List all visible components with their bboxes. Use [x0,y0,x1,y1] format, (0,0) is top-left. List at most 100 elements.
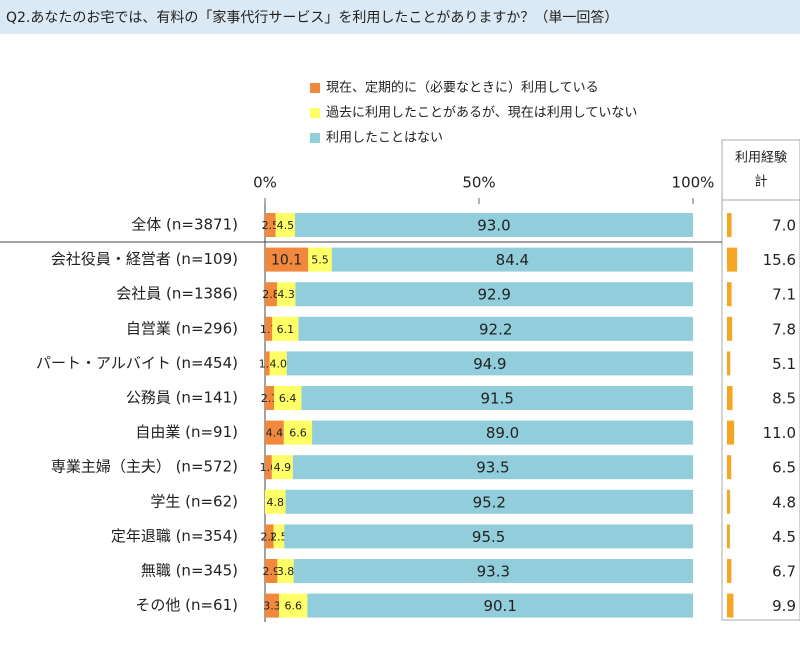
total-header: 利用経験 [735,151,787,166]
value-label: 94.9 [473,355,506,373]
title-bar [0,0,800,34]
x-tick-label: 0% [253,174,277,192]
bar-segment [283,420,313,445]
legend-label: 利用したことはない [326,131,443,146]
value-label: 3.3 [263,600,281,613]
bar-segment [272,316,299,341]
bar-segment [265,282,277,307]
total-bar [727,282,732,307]
bar-segment [265,420,284,445]
value-label: 84.4 [496,251,529,269]
value-label: 92.2 [479,320,512,338]
bar-segment [265,247,309,272]
value-label: 6.6 [289,427,307,440]
value-label: 90.1 [483,597,516,615]
value-label: 4.5 [277,219,295,232]
total-label: 11.0 [763,424,796,442]
value-label: 2.5 [262,219,280,232]
bar-segment [273,524,285,549]
bar-segment [284,524,693,549]
bar-segment [275,213,295,237]
category-label: 学生 (n=62) [150,492,238,510]
bar-segment [292,455,693,480]
total-bar [727,524,730,549]
total-header: 計 [754,174,767,190]
bar-segment [269,351,287,376]
legend-label: 過去に利用したことがあるが、現在は利用していない [326,106,637,121]
bar-segment [286,351,693,376]
value-label: 5.5 [311,254,329,267]
total-bar [727,316,733,341]
bar-segment [285,489,693,514]
total-label: 8.5 [772,390,796,408]
value-label: 93.0 [477,217,510,235]
total-label: 9.9 [772,597,796,615]
bar-segment [312,420,693,445]
bar-segment [293,559,693,583]
total-label: 5.1 [772,355,796,373]
total-bar [727,420,735,445]
category-label: 会社員 (n=1386) [116,285,238,303]
bar-segment [307,593,693,618]
chart-title: Q2.あなたのお宅では、有料の「家事代行サービス」を利用したことがありますか？（… [6,9,618,26]
bar-segment [265,559,278,583]
legend-swatch [310,83,320,93]
value-label: 2.8 [262,288,280,301]
value-label: 91.5 [480,390,513,408]
bar-segment [279,593,308,618]
total-label: 4.8 [772,493,796,511]
bar-segment [301,386,693,410]
value-label: 92.9 [477,286,510,304]
total-box [721,139,800,621]
total-bar [727,455,732,480]
value-label: 4.8 [267,496,285,509]
value-label: 95.5 [472,528,505,546]
value-label: 2.5 [270,530,288,543]
category-label: 自営業 (n=296) [126,319,238,337]
bar-segment [265,524,274,549]
value-label: 4.9 [274,461,292,474]
value-label: 93.5 [476,459,509,477]
category-label: 自由業 (n=91) [135,423,238,441]
legend-swatch [310,108,320,118]
total-bar [727,593,734,618]
total-label: 15.6 [763,251,796,269]
category-label: 公務員 (n=141) [126,389,238,407]
x-tick-label: 100% [672,174,715,192]
value-label: 4.3 [277,288,295,301]
value-label: 6.1 [277,323,295,336]
total-label: 6.7 [772,563,796,581]
legend-label: 現在、定期的に（必要なときに）利用している [326,80,599,96]
total-bar [727,559,732,583]
value-label: 4.4 [266,427,284,440]
total-label: 7.8 [772,320,796,338]
bar-segment [265,593,280,618]
bar-segment [265,316,273,341]
category-label: パート・アルバイト (n=454) [36,354,238,372]
value-label: 6.6 [284,600,302,613]
category-label: その他 (n=61) [135,596,238,614]
total-bar [727,351,731,376]
total-label: 6.5 [772,459,796,477]
value-label: 95.2 [473,493,506,511]
bar-segment [276,282,296,307]
total-label: 4.5 [772,528,796,546]
value-label: 93.3 [477,563,510,581]
category-label: 無職 (n=345) [141,562,238,580]
legend-swatch [310,133,320,143]
total-bar [727,489,731,514]
bar-segment [277,559,294,583]
category-label: 会社役員・経営者 (n=109) [51,250,238,268]
bar-segment [295,282,693,307]
bar-segment [265,213,276,237]
value-label: 2.1 [261,392,279,405]
bar-segment [271,455,293,480]
total-bar [727,386,733,410]
bar-segment [308,247,332,272]
value-label: 2.9 [262,565,280,578]
category-label: 専業主婦（主夫） (n=572) [51,458,238,476]
x-tick-label: 50% [462,174,495,192]
category-label: 全体 (n=3871) [131,216,238,234]
bar-segment [265,351,270,376]
